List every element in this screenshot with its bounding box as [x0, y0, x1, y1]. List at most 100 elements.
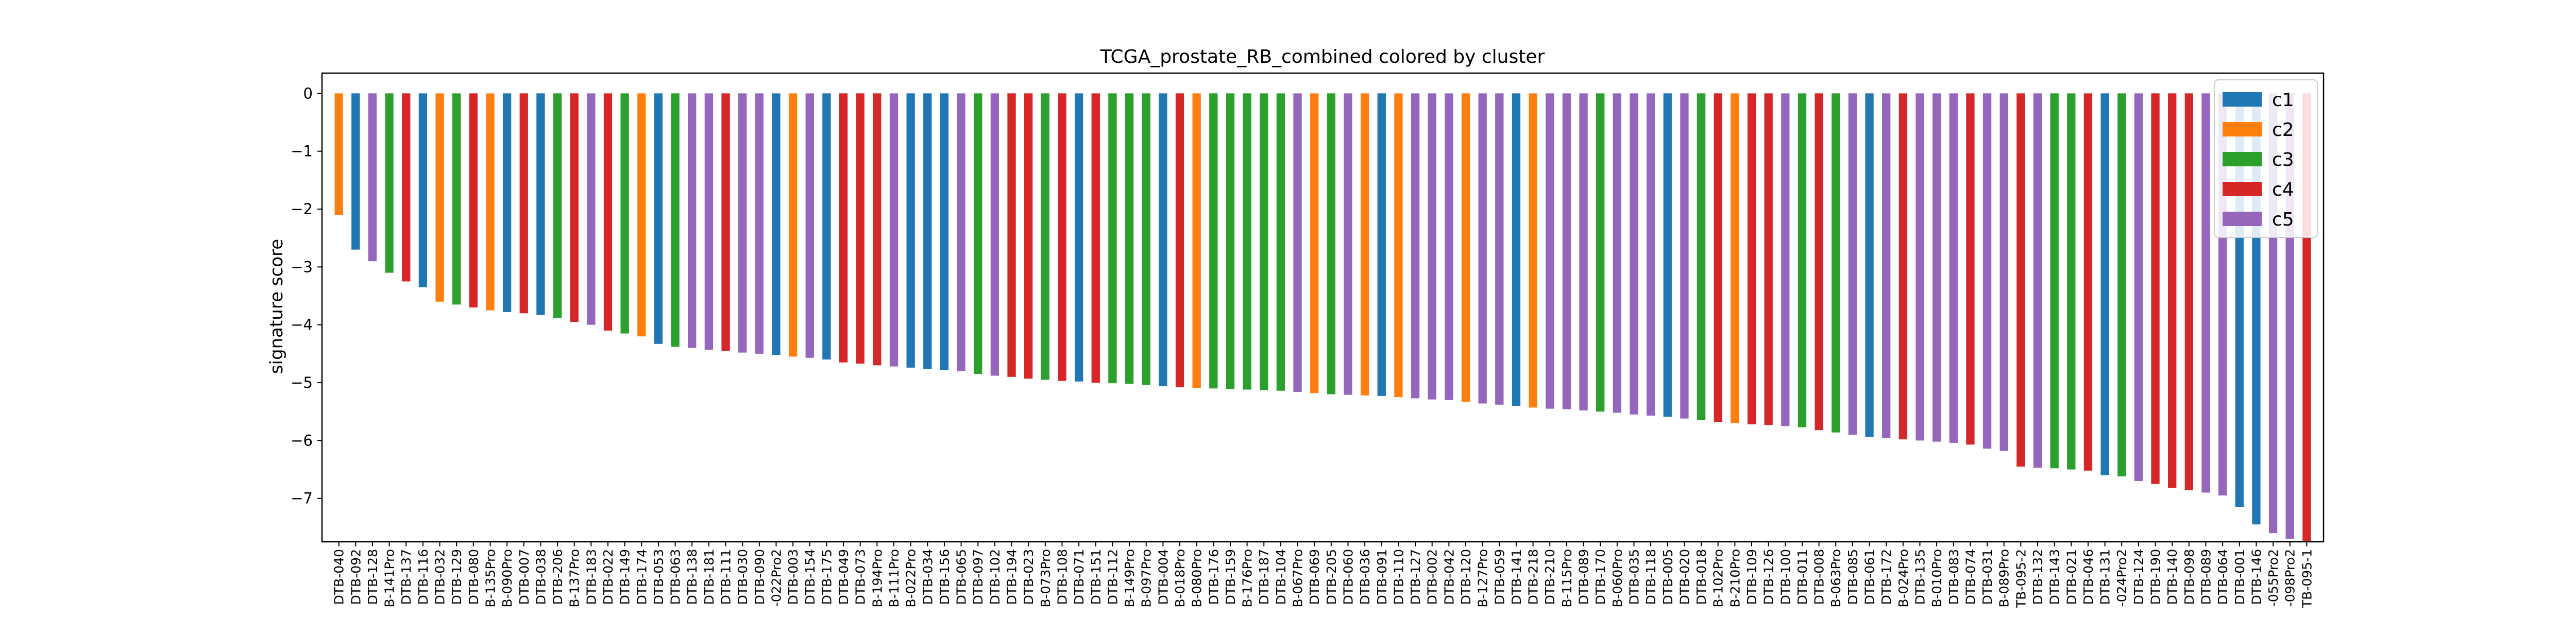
x-tick-label: DTB-128 — [365, 549, 380, 605]
bar-DTB-085 — [1848, 93, 1857, 435]
bar-DTB-083 — [1949, 93, 1958, 443]
y-tick-label: 0 — [303, 84, 313, 102]
bar-B-111Pro — [889, 93, 899, 367]
bar-DTB-021 — [2067, 93, 2076, 470]
bar-DTB-011 — [1798, 93, 1807, 427]
x-tick-label: DTB-004 — [1156, 549, 1171, 605]
x-tick-label: DTB-042 — [1442, 549, 1456, 605]
bar-DTB-190 — [2151, 93, 2160, 484]
x-tick-label: DTB-002 — [1425, 549, 1440, 605]
x-tick-label: DTB-064 — [2215, 549, 2230, 605]
bar-DTB-092 — [351, 93, 360, 250]
x-tick-label: DTB-065 — [954, 549, 969, 605]
legend-label-c1: c1 — [2272, 90, 2294, 111]
y-tick-label: −4 — [291, 316, 313, 334]
x-tick-label: B-090Pro — [500, 549, 515, 608]
bar-DTB-183 — [587, 93, 596, 325]
bar-DTB-109 — [1747, 93, 1756, 424]
x-tick-label: B-141Pro — [382, 549, 397, 608]
bar-DTB-116 — [418, 93, 428, 287]
x-tick-label: -098Pro2 — [2283, 549, 2298, 607]
x-tick-label: DTB-124 — [2131, 549, 2146, 605]
x-tick-label: DTB-040 — [332, 549, 347, 605]
y-axis: 0 −1 −2 −3 −4 −5 −6 −7 — [291, 84, 322, 507]
bar-B-097Pro — [1142, 93, 1150, 385]
x-tick-label: B-210Pro — [1727, 549, 1742, 608]
x-tick-label: DTB-131 — [2098, 549, 2113, 605]
bar-DTB-138 — [688, 93, 697, 348]
x-tick-label: DTB-083 — [1946, 549, 1961, 605]
bar-DTB-046 — [2083, 93, 2093, 471]
x-tick-label: B-194Pro — [870, 549, 885, 608]
x-tick-label: DTB-069 — [1307, 549, 1322, 605]
x-tick-label: DTB-036 — [1358, 549, 1372, 605]
x-tick-label: DTB-031 — [1980, 549, 1995, 605]
x-tick-label: DTB-149 — [618, 549, 633, 605]
x-tick-label: DTB-138 — [685, 549, 700, 605]
x-tick-label: DTB-111 — [719, 549, 734, 605]
legend-swatch-c3 — [2223, 152, 2262, 166]
x-tick-label: B-067Pro — [1291, 549, 1306, 608]
bar--022Pro2 — [772, 93, 781, 355]
bar-DTB-118 — [1646, 93, 1655, 416]
x-tick-label: DTB-032 — [433, 549, 448, 605]
bar-DTB-137 — [402, 93, 411, 282]
x-tick-label: DTB-137 — [399, 549, 414, 605]
bar-DTB-156 — [940, 93, 949, 370]
x-tick-label: DTB-021 — [2064, 549, 2079, 605]
x-tick-label: DTB-020 — [1677, 549, 1692, 605]
bar-DTB-035 — [1630, 93, 1638, 415]
x-tick-label: B-010Pro — [1929, 549, 1944, 608]
x-tick-label: DTB-098 — [2182, 549, 2197, 605]
x-tick-label: DTB-091 — [1375, 549, 1389, 605]
bar-DTB-128 — [368, 93, 377, 262]
x-tick-label: B-063Pro — [1828, 549, 1843, 608]
bar-B-176Pro — [1243, 93, 1251, 390]
bar-DTB-098 — [2184, 93, 2193, 491]
x-tick-label: B-115Pro — [1560, 549, 1574, 608]
bar-B-022Pro — [906, 93, 915, 368]
legend-label-c3: c3 — [2272, 149, 2294, 170]
x-tick-label: -022Pro2 — [769, 549, 784, 607]
bar-DTB-124 — [2134, 93, 2143, 482]
bar-DTB-170 — [1596, 93, 1605, 412]
x-tick-label: DTB-034 — [920, 549, 935, 605]
x-tick-label: B-135Pro — [483, 549, 498, 608]
y-tick-label: −6 — [291, 432, 313, 449]
x-tick-label: B-024Pro — [1896, 549, 1911, 608]
x-tick-label: DTB-176 — [1206, 549, 1221, 605]
x-tick-label: DTB-132 — [2030, 549, 2045, 605]
bar-DTB-003 — [788, 93, 798, 357]
x-tick-label: B-127Pro — [1476, 549, 1490, 608]
bar-DTB-042 — [1445, 93, 1453, 400]
bar-DTB-097 — [974, 93, 982, 374]
x-tick-label: DTB-151 — [1089, 549, 1104, 605]
bar-DTB-020 — [1680, 93, 1689, 419]
bar-DTB-065 — [957, 93, 965, 371]
x-tick-label: DTB-063 — [668, 549, 683, 605]
chart-title: TCGA_prostate_RB_combined colored by clu… — [1100, 46, 1545, 67]
x-tick-label: DTB-205 — [1324, 549, 1339, 605]
bar-DTB-181 — [704, 93, 714, 350]
bar-B-073Pro — [1041, 93, 1049, 380]
x-tick-label: DTB-218 — [1526, 549, 1541, 605]
bar-DTB-032 — [435, 93, 444, 302]
legend-swatch-c2 — [2223, 122, 2262, 136]
bar-B-090Pro — [502, 93, 512, 312]
x-tick-label: DTB-100 — [1778, 549, 1793, 605]
bar-B-137Pro — [570, 93, 579, 322]
x-tick-label: DTB-159 — [1223, 549, 1238, 605]
bar-B-115Pro — [1562, 93, 1571, 409]
bar-DTB-023 — [1024, 93, 1033, 379]
bar-B-024Pro — [1899, 93, 1907, 440]
bars-group — [334, 93, 2311, 542]
x-tick-label: DTB-172 — [1879, 549, 1894, 605]
bar-DTB-140 — [2168, 93, 2177, 488]
y-tick-label: −7 — [291, 490, 313, 507]
bar-DTB-132 — [2033, 93, 2042, 468]
x-tick-label: B-022Pro — [904, 549, 919, 608]
x-tick-label: DTB-194 — [1005, 549, 1020, 605]
bar-DTB-089 — [1579, 93, 1588, 410]
legend-label-c5: c5 — [2272, 209, 2294, 230]
